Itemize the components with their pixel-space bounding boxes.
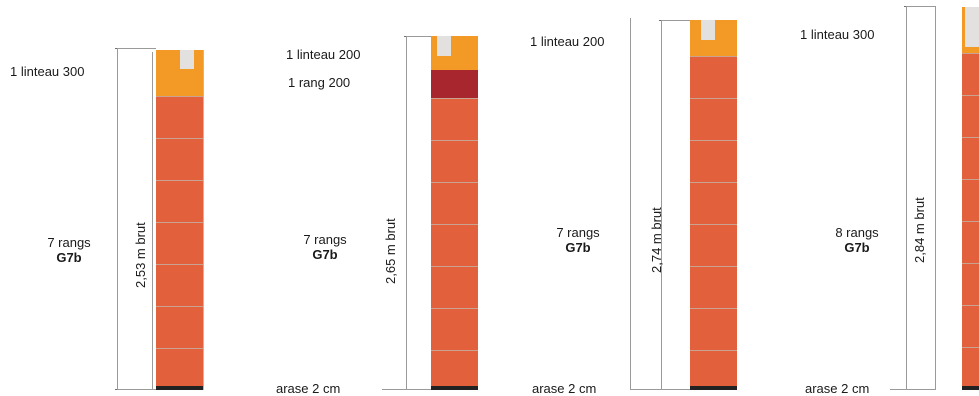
wall-2-dimension-label: 2,65 m brut (383, 218, 398, 284)
wall-1-brick-row (156, 96, 203, 138)
wall-2-dimension-line (406, 36, 407, 390)
wall-3-brick-row (690, 350, 737, 386)
wall-1-dimension-label: 2,53 m brut (133, 222, 148, 288)
wall-2-brick-row (431, 98, 478, 140)
wall-2-arase-label: arase 2 cm (276, 381, 341, 396)
wall-3-brick-row (690, 98, 737, 140)
wall-3-brick-row (690, 56, 737, 98)
wall-4-brick-row (962, 347, 979, 386)
wall-3-lintel-label: 1 linteau 200 (530, 34, 605, 49)
wall-2-brick-row (431, 308, 478, 350)
wall-1-lintel (156, 50, 203, 96)
wall-2-rang-200 (431, 70, 478, 98)
wall-3-dimension-line (661, 20, 662, 390)
wall-3-brick-row (690, 182, 737, 224)
wall-3-rangs-count: 7 rangs (556, 225, 600, 240)
wall-4-guide-line (935, 6, 936, 390)
wall-4-brick-row (962, 95, 979, 137)
wall-4-block-type: G7b (844, 240, 870, 255)
wall-1-brick-row (156, 138, 203, 180)
wall-4-brick-row (962, 53, 979, 95)
wall-3-column (690, 20, 737, 390)
wall-4-rangs-label: 8 rangs G7b (812, 225, 902, 255)
wall-2-brick-row (431, 140, 478, 182)
wall-1-lintel-insert (180, 50, 194, 69)
wall-1-dimension-line (117, 48, 118, 390)
wall-2-lintel-insert (437, 36, 451, 56)
wall-3-rangs-label: 7 rangs G7b (533, 225, 623, 255)
wall-4-top-extension (906, 6, 935, 7)
wall-2-arase (431, 386, 478, 390)
wall-4-dimension-line (906, 6, 907, 390)
wall-2-rangs-count: 7 rangs (303, 232, 347, 247)
wall-1-top-extension (117, 48, 156, 49)
wall-3-brick-row (690, 224, 737, 266)
wall-2-lintel-label: 1 linteau 200 (286, 47, 361, 62)
wall-1-brick-row (156, 264, 203, 306)
wall-2-top-extension (406, 36, 431, 37)
wall-2-rangs-label: 7 rangs G7b (280, 232, 370, 262)
wall-2-bottom-extension (382, 389, 431, 390)
wall-4-brick-row (962, 221, 979, 263)
wall-4-arase-label: arase 2 cm (805, 381, 870, 396)
wall-2-block-type: G7b (312, 247, 338, 262)
wall-2-brick-row (431, 182, 478, 224)
wall-3-lintel (690, 20, 737, 56)
wall-1-block-type: G7b (56, 250, 82, 265)
wall-2-rang200-label: 1 rang 200 (288, 75, 351, 90)
wall-4-arase (962, 386, 979, 390)
wall-3-bottom-extension (630, 389, 690, 390)
wall-3-top-extension (661, 20, 690, 21)
wall-4-bottom-extension (890, 389, 935, 390)
wall-4-rangs-count: 8 rangs (835, 225, 879, 240)
wall-3-block-type: G7b (565, 240, 591, 255)
wall-3-brick-row (690, 140, 737, 182)
wall-4-column (962, 7, 979, 390)
wall-3-arase-label: arase 2 cm (532, 381, 597, 396)
wall-1-lintel-label: 1 linteau 300 (10, 64, 85, 79)
wall-1-bottom-extension (117, 389, 156, 390)
wall-1-brick-row (156, 348, 203, 386)
wall-3-brick-row (690, 308, 737, 350)
wall-3-guide-line (630, 18, 631, 390)
wall-2-column (431, 36, 478, 390)
wall-1-right-edge (203, 50, 204, 390)
wall-4-lintel-label: 1 linteau 300 (800, 27, 875, 42)
wall-1-brick-row (156, 306, 203, 348)
wall-4-brick-row (962, 137, 979, 179)
wall-4-brick-row (962, 305, 979, 347)
wall-4-brick-row (962, 179, 979, 221)
wall-3-lintel-insert (701, 20, 715, 40)
wall-1-rangs-label: 7 rangs G7b (24, 235, 114, 265)
wall-1-guide-line (152, 52, 153, 389)
wall-1-column (156, 50, 203, 390)
wall-2-brick-row (431, 350, 478, 386)
wall-2-brick-row (431, 224, 478, 266)
wall-1-brick-row (156, 180, 203, 222)
wall-3-dimension-label: 2,74 m brut (649, 207, 664, 273)
wall-3-brick-row (690, 266, 737, 308)
wall-4-lintel-insert (965, 7, 979, 47)
wall-1-brick-row (156, 222, 203, 264)
wall-3-arase (690, 386, 737, 390)
wall-2-lintel (431, 36, 478, 70)
wall-4-brick-row (962, 263, 979, 305)
wall-4-dimension-label: 2,84 m brut (912, 197, 927, 263)
wall-2-brick-row (431, 266, 478, 308)
wall-4-lintel (962, 7, 979, 53)
wall-1-arase (156, 386, 203, 390)
wall-1-rangs-count: 7 rangs (47, 235, 91, 250)
